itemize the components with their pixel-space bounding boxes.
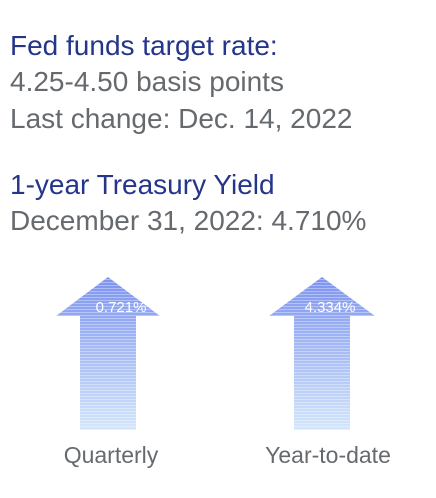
arrow-label: 0.721% [96, 299, 147, 316]
arrow-caption: Year-to-date [265, 442, 391, 468]
arrow-label: 4.334% [305, 299, 356, 316]
fed-title: Fed funds target rate: [10, 30, 278, 61]
fed-range: 4.25-4.50 basis points [10, 66, 284, 97]
arrow-quarterly: 0.721% Quarterly [56, 277, 160, 468]
treasury-title: 1-year Treasury Yield [10, 169, 275, 200]
fed-last-change: Last change: Dec. 14, 2022 [10, 103, 352, 134]
arrow-caption: Quarterly [64, 442, 159, 468]
treasury-yield: December 31, 2022: 4.710% [10, 205, 366, 236]
arrow-year-to-date: 4.334% Year-to-date [265, 277, 391, 468]
